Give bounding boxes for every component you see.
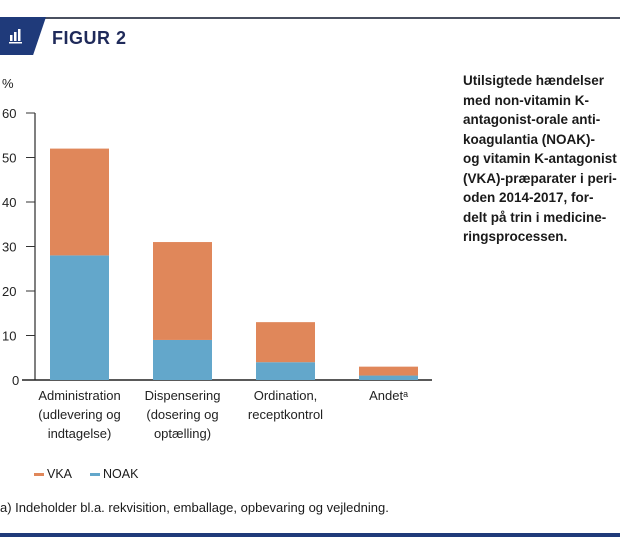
y-tick-label: 10: [2, 329, 16, 344]
y-tick-label: 50: [2, 151, 16, 166]
legend-swatch: [34, 472, 44, 476]
bottom-rule: [0, 533, 620, 537]
caption-line: og vitamin K-antagonist: [463, 151, 617, 166]
caption-line: (VKA)-præparater i peri-: [463, 170, 617, 186]
y-tick-label: 0: [12, 373, 19, 388]
caption-line: Utilsigtede hændelser: [463, 73, 605, 88]
legend-item-vka: VKA: [34, 467, 72, 481]
bar-vka: [50, 148, 109, 256]
caption-line: delt på trin i medicine-: [463, 209, 607, 225]
y-tick-label: 30: [2, 240, 16, 255]
bar-noak: [359, 375, 418, 380]
legend-label: VKA: [47, 467, 73, 481]
bar-vka: [359, 366, 418, 376]
bar-noak: [153, 339, 212, 380]
legend-swatch: [90, 472, 101, 476]
top-rule: [40, 17, 620, 19]
bar-chart-icon: [9, 29, 22, 44]
x-category-label: Administration (udlevering og indtagelse): [38, 388, 120, 441]
y-axis-label: %: [2, 76, 14, 91]
caption-line: med non-vitamin K-: [463, 92, 590, 108]
figure-title: FIGUR 2: [52, 28, 127, 48]
legend-label: NOAK: [103, 467, 139, 481]
caption-line: oden 2014-2017, for-: [463, 190, 594, 205]
x-category-label: Andetᵃ: [369, 388, 408, 403]
y-tick-label: 60: [2, 106, 16, 121]
bar-noak: [50, 255, 109, 380]
stacked-bar-chart: % 0 10 20 30 40 50 60 Administration (udlevering…: [2, 76, 432, 441]
x-category-label: Dispensering (dosering og optælling): [145, 388, 221, 441]
bar-vka: [256, 322, 315, 363]
legend: VKA NOAK: [34, 467, 138, 481]
bar-noak: [256, 362, 315, 380]
caption-line: ringsprocessen.: [463, 229, 568, 244]
figure-caption: Utilsigtede hændelser med non-vitamin K-a…: [463, 71, 620, 247]
x-category-label: Ordination, receptkontrol: [248, 388, 323, 422]
y-tick-label: 40: [2, 195, 16, 210]
y-tick-label: 20: [2, 284, 16, 299]
bar-vka: [153, 242, 212, 340]
caption-line: antagonist-orale anti-: [463, 112, 601, 127]
footnote: a) Indeholder bl.a. rekvisition, emballa…: [0, 500, 389, 515]
legend-item-noak: NOAK: [90, 467, 138, 481]
caption-line: koagulantia (NOAK)-: [463, 131, 596, 147]
